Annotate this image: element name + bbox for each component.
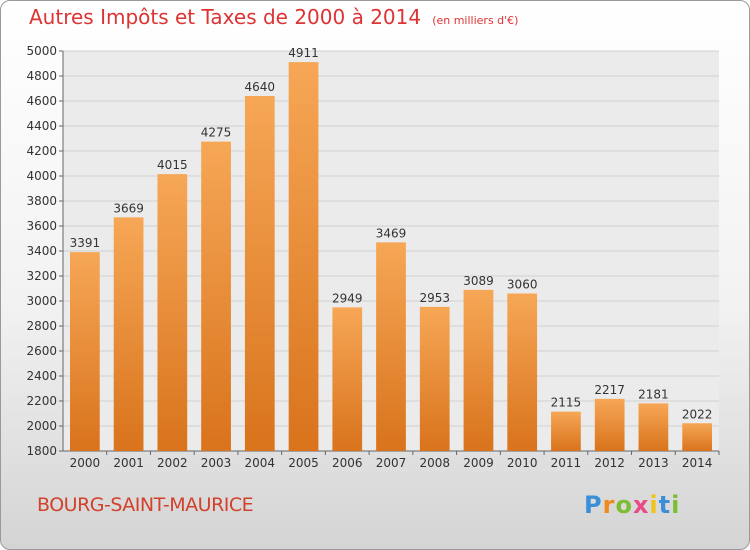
bar-value-label: 3391 [70, 236, 101, 250]
brand-logo-letter: P [584, 491, 603, 519]
bar [157, 174, 188, 451]
x-tick-label: 2014 [682, 456, 713, 470]
x-tick-label: 2004 [245, 456, 276, 470]
y-tick-label: 4800 [26, 69, 57, 83]
chart-title-text: Autres Impôts et Taxes de 2000 à 2014 [29, 5, 422, 29]
bar-value-label: 3060 [507, 278, 538, 292]
y-tick-label: 5000 [26, 44, 57, 58]
brand-logo-letter: r [602, 491, 616, 519]
brand-logo-letter: x [632, 491, 650, 519]
x-tick-label: 2008 [419, 456, 450, 470]
brand-logo-letter: o [615, 491, 633, 519]
bar-value-label: 2022 [682, 407, 713, 421]
bar [463, 289, 494, 451]
bar-value-label: 2217 [594, 383, 625, 397]
y-tick-label: 3000 [26, 294, 57, 308]
y-tick-label: 2200 [26, 394, 57, 408]
bar-value-label: 2949 [332, 291, 363, 305]
y-tick-label: 3400 [26, 244, 57, 258]
y-tick-label: 4600 [26, 94, 57, 108]
location-name: BOURG-SAINT-MAURICE [37, 494, 254, 516]
y-tick-label: 2400 [26, 369, 57, 383]
x-tick-label: 2006 [332, 456, 363, 470]
y-tick-label: 2800 [26, 319, 57, 333]
bar-value-label: 3669 [113, 201, 144, 215]
brand-logo-letter: i [649, 491, 659, 519]
y-tick-label: 1800 [26, 444, 57, 458]
y-tick-label: 3200 [26, 269, 57, 283]
brand-logo: Proxiti [584, 491, 680, 519]
y-tick-label: 3800 [26, 194, 57, 208]
bar [376, 242, 406, 451]
y-tick-label: 4400 [26, 119, 57, 133]
x-tick-label: 2005 [288, 456, 319, 470]
x-tick-label: 2013 [638, 456, 669, 470]
chart-title: Autres Impôts et Taxes de 2000 à 2014 (e… [29, 5, 518, 29]
x-tick-label: 2003 [201, 456, 232, 470]
bar-value-label: 2181 [638, 387, 669, 401]
bar-chart: 1800 2000 2200 2400 2600 2800 3000 3200 3400 3600… [26, 44, 720, 470]
bar [201, 141, 231, 451]
y-tick-label: 2000 [26, 419, 57, 433]
bar [551, 411, 581, 451]
bar [419, 306, 450, 451]
bar-value-label: 2953 [419, 291, 450, 305]
bar-value-label: 4911 [288, 46, 319, 60]
bar [594, 398, 625, 451]
bar [638, 403, 669, 451]
x-tick-label: 2010 [507, 456, 538, 470]
x-tick-label: 2001 [113, 456, 144, 470]
bar [244, 96, 275, 451]
brand-logo-letter: t [658, 491, 672, 519]
y-tick-label: 4200 [26, 144, 57, 158]
bar-value-label: 3469 [376, 226, 407, 240]
x-tick-label: 2009 [463, 456, 494, 470]
x-tick-label: 2012 [594, 456, 625, 470]
bar [113, 217, 144, 451]
bar [507, 293, 538, 451]
y-tick-label: 2600 [26, 344, 57, 358]
bar-value-label: 4015 [157, 158, 188, 172]
bar [69, 252, 100, 451]
x-tick-label: 2002 [157, 456, 188, 470]
bar-value-label: 2115 [551, 396, 582, 410]
bar [332, 307, 363, 451]
y-tick-label: 4000 [26, 169, 57, 183]
y-tick-label: 3600 [26, 219, 57, 233]
x-tick-label: 2000 [70, 456, 101, 470]
x-tick-label: 2011 [551, 456, 582, 470]
x-tick-label: 2007 [376, 456, 407, 470]
brand-logo-letter: i [671, 491, 681, 519]
bar [288, 62, 319, 451]
chart-unit: (en milliers d'€) [432, 14, 519, 27]
bar-value-label: 4640 [245, 80, 276, 94]
bar [682, 423, 713, 451]
bar-value-label: 3089 [463, 274, 494, 288]
bar-value-label: 4275 [201, 126, 232, 140]
